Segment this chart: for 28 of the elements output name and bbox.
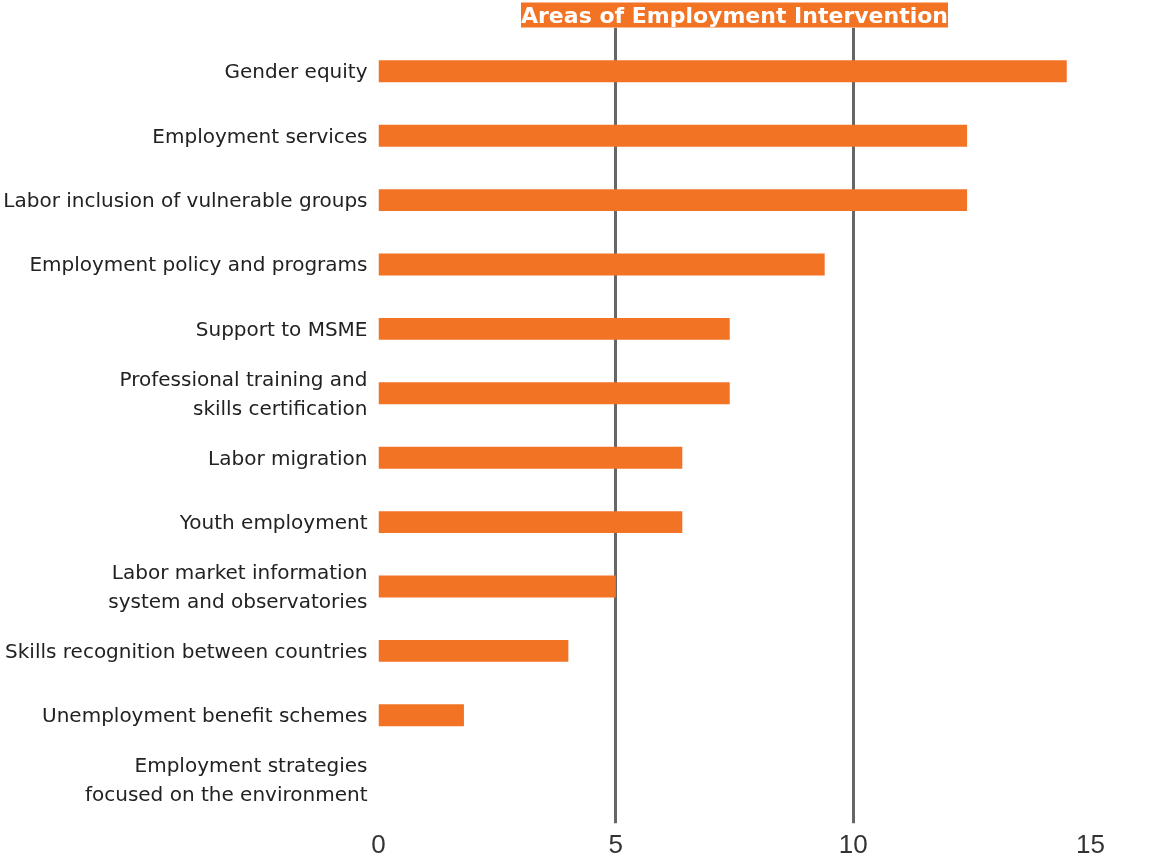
y-tick-label: Unemployment benefit schemes: [42, 703, 368, 728]
bar: [378, 639, 569, 662]
y-tick-label: Employment services: [152, 123, 368, 148]
y-tick-label: Labor market information system and observatories: [108, 560, 368, 613]
bar: [378, 253, 825, 276]
y-tick-label: Support to MSME: [195, 316, 368, 341]
y-tick-label: Employment strategies focused on the environment: [84, 753, 368, 807]
chart-title: Areas of Employment Intervention: [520, 2, 949, 28]
bar: [378, 317, 730, 340]
bar: [378, 189, 968, 212]
x-tick-label: 15: [1076, 828, 1105, 859]
x-tick-label: 5: [608, 828, 624, 859]
bar: [378, 575, 616, 598]
x-tick-label: 0: [371, 828, 386, 859]
bar: [378, 60, 1067, 83]
y-tick-label: Skills recognition between countries: [5, 638, 368, 663]
bar: [378, 446, 683, 469]
bar: [378, 382, 730, 405]
y-tick-label: Employment policy and programs: [29, 252, 368, 277]
x-tick-label: 10: [838, 828, 868, 859]
y-tick-label: Youth employment: [178, 510, 368, 535]
y-tick-label: Gender equity: [224, 59, 368, 84]
bar: [378, 511, 683, 534]
bar: [378, 704, 464, 727]
y-tick-label: Labor inclusion of vulnerable groups: [3, 188, 368, 213]
bar: [378, 124, 968, 147]
y-tick-label: Labor migration: [208, 445, 368, 470]
y-tick-label: Professional training and skills certification: [119, 366, 368, 420]
